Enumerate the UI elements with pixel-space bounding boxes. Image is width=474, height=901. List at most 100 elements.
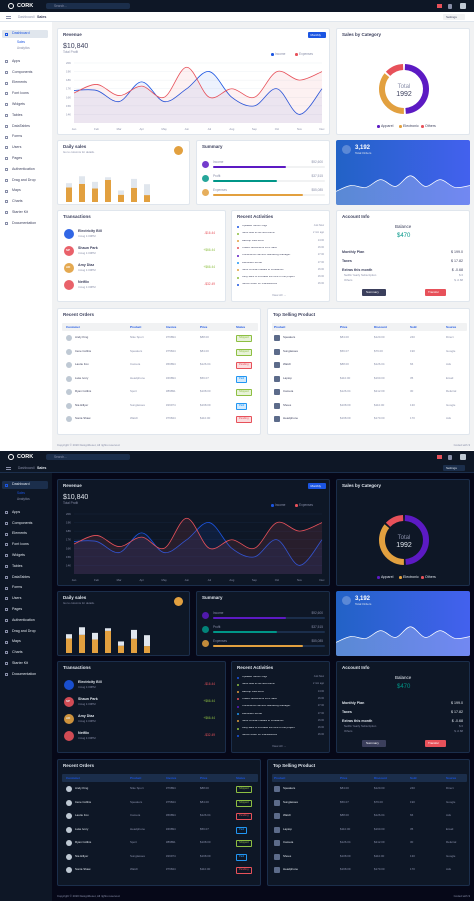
bar-segment bbox=[66, 638, 72, 653]
sidebar-item[interactable]: Tables bbox=[12, 563, 23, 568]
y-tick-label: 20K bbox=[66, 512, 71, 516]
menu-icon[interactable] bbox=[6, 466, 11, 470]
sidebar-item[interactable]: Drag and Drop bbox=[12, 177, 36, 182]
monthly-button[interactable]: Monthly bbox=[308, 32, 326, 38]
view-all-link[interactable]: View All → bbox=[272, 744, 287, 748]
table-cell: #75844 bbox=[166, 799, 176, 804]
summary-button[interactable]: Summary bbox=[362, 740, 386, 747]
sidebar-label: Dashboard bbox=[12, 31, 30, 36]
transaction-date: 4 Aug 1:00PM bbox=[78, 285, 96, 289]
sidebar-item[interactable]: Charts bbox=[12, 199, 23, 204]
card-subtitle: Go to columns for details. bbox=[63, 601, 95, 605]
sidebar-icon bbox=[5, 135, 8, 139]
sidebar-item[interactable]: Font Icons bbox=[12, 91, 29, 96]
sidebar-item[interactable]: DataTables bbox=[12, 574, 30, 579]
sidebar-item[interactable]: Documentation bbox=[12, 220, 37, 225]
sidebar-item[interactable]: DataTables bbox=[12, 123, 30, 128]
table-cell: Shoes bbox=[283, 402, 292, 407]
summary-icon bbox=[202, 189, 209, 196]
legend-dot bbox=[295, 53, 298, 56]
product-icon bbox=[274, 362, 280, 368]
bell-icon[interactable] bbox=[448, 454, 452, 460]
column-header: Sold bbox=[410, 324, 417, 329]
search-box[interactable]: Search... bbox=[46, 454, 130, 460]
sidebar-item[interactable]: Forms bbox=[12, 585, 23, 590]
column-header: Discount bbox=[374, 775, 387, 780]
sidebar-icon bbox=[5, 608, 8, 612]
sidebar-item[interactable]: Pages bbox=[12, 156, 23, 160]
sidebar-item[interactable]: Authentication bbox=[12, 166, 35, 171]
table-cell: $126.04 bbox=[200, 362, 211, 366]
sidebar-item[interactable]: Maps bbox=[12, 639, 21, 644]
menu-icon[interactable] bbox=[6, 15, 11, 19]
breadcrumb-parent: Dashboard bbox=[18, 14, 34, 19]
sidebar-sub-item[interactable]: Sales bbox=[17, 491, 25, 495]
bar-segment bbox=[118, 194, 124, 202]
table-cell: Speakers bbox=[283, 335, 296, 339]
summary-button[interactable]: Summary bbox=[362, 289, 386, 296]
sidebar-item[interactable]: Charts bbox=[12, 650, 23, 655]
transaction-amount: -$16.44 bbox=[204, 231, 215, 235]
sidebar-item[interactable]: Elements bbox=[12, 80, 27, 85]
view-all-link[interactable]: View All → bbox=[272, 293, 287, 297]
orders-area bbox=[336, 175, 470, 205]
settings-button[interactable]: Settings bbox=[443, 465, 465, 471]
sidebar-item[interactable]: Users bbox=[12, 596, 22, 601]
bar-segment bbox=[92, 632, 98, 640]
sidebar-item[interactable]: Widgets bbox=[12, 553, 25, 557]
card-title: Account Info bbox=[342, 214, 370, 219]
button-label: Monthly bbox=[310, 32, 322, 37]
avatar[interactable] bbox=[460, 454, 466, 460]
table-cell: $168.09 bbox=[200, 402, 211, 407]
sidebar-sub-item[interactable]: Analytics bbox=[17, 497, 30, 501]
sidebar-sub-item[interactable]: Sales bbox=[17, 40, 25, 44]
chart: 14K 15K 16K 17K 18K 19K 20K Jan Feb Mar Apr May Jun J… bbox=[66, 61, 325, 131]
monthly-button[interactable]: Monthly bbox=[308, 483, 326, 489]
sidebar-active[interactable]: Dashboard bbox=[2, 30, 48, 38]
sidebar-item[interactable]: Apps bbox=[12, 509, 21, 514]
sidebar-item[interactable]: Drag and Drop bbox=[12, 628, 36, 633]
sidebar-icon bbox=[5, 629, 8, 633]
sidebar-item[interactable]: Starter Kit bbox=[12, 210, 28, 214]
sidebar-item[interactable]: Widgets bbox=[12, 102, 25, 106]
transfer-button[interactable]: Transfer bbox=[425, 289, 446, 296]
sidebar-item[interactable]: Authentication bbox=[12, 617, 35, 622]
table-cell: Camera bbox=[130, 362, 141, 366]
breadcrumb-parent: Dashboard bbox=[18, 465, 34, 470]
y-tick-label: 16K bbox=[66, 95, 71, 99]
customer-avatar bbox=[66, 840, 72, 846]
status-label: Shipped bbox=[239, 841, 249, 845]
card-subtitle: Go to columns for details. bbox=[63, 150, 95, 154]
recent-orders-card: Recent Orders Customer Product Invoice Price… bbox=[57, 759, 261, 886]
sidebar-item[interactable]: Apps bbox=[12, 58, 21, 63]
account-subrow-value: $ 0 bbox=[459, 724, 463, 728]
bar-segment bbox=[131, 187, 137, 202]
activity-time: 17:00 bbox=[317, 260, 324, 264]
sidebar-item[interactable]: Pages bbox=[12, 607, 23, 611]
x-tick-label: Mar bbox=[117, 127, 122, 131]
sidebar-item[interactable]: Font Icons bbox=[12, 542, 29, 547]
summary-value: $55,085 bbox=[311, 639, 323, 643]
transaction-avatar bbox=[64, 731, 74, 741]
sidebar-item[interactable]: Elements bbox=[12, 531, 27, 536]
bell-icon[interactable] bbox=[448, 3, 452, 9]
bar-segment bbox=[144, 184, 150, 196]
transfer-button[interactable]: Transfer bbox=[425, 740, 446, 747]
sidebar-active[interactable]: Dashboard bbox=[2, 481, 48, 489]
status-badge: Pending bbox=[236, 867, 252, 874]
sidebar-item[interactable]: Starter Kit bbox=[12, 661, 28, 665]
settings-button[interactable]: Settings bbox=[443, 14, 465, 20]
sidebar-item[interactable]: Documentation bbox=[12, 671, 37, 676]
sidebar-item[interactable]: Components bbox=[12, 69, 33, 74]
table-cell: $88.00 bbox=[340, 813, 349, 817]
sidebar-item[interactable]: Maps bbox=[12, 188, 21, 193]
sidebar-item[interactable]: Components bbox=[12, 520, 33, 525]
avatar[interactable] bbox=[460, 3, 466, 9]
sidebar-item[interactable]: Users bbox=[12, 145, 22, 150]
summary-label: Expenses bbox=[213, 188, 227, 192]
search-box[interactable]: Search... bbox=[46, 3, 130, 9]
sidebar-sub-item[interactable]: Analytics bbox=[17, 46, 30, 50]
sidebar-item[interactable]: Forms bbox=[12, 134, 23, 139]
activity-time: 16:00 bbox=[317, 726, 324, 730]
sidebar-item[interactable]: Tables bbox=[12, 112, 23, 117]
